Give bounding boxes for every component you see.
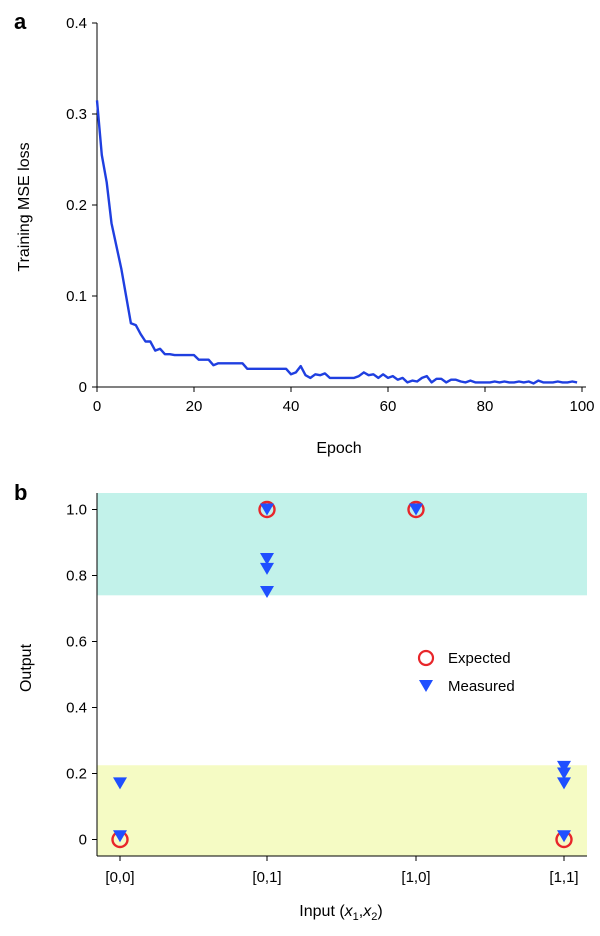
measured-marker: [557, 760, 571, 773]
panel-b-ticks: 0 0.2 0.4 0.6 0.8 1.0 [0,0] [0,1] [1,0] [1,1]: [66, 493, 587, 886]
panel-a-xtick-label: 40: [283, 398, 300, 415]
measured-marker: [260, 562, 274, 575]
panel-b-bands: [97, 493, 587, 856]
panel-b-ytick-label: 0.4: [66, 700, 87, 717]
panel-a-ytick-label: 0.3: [66, 106, 87, 123]
measured-marker: [113, 777, 127, 790]
panel-a-xlabel: Epoch: [316, 440, 361, 457]
panel-b-ytick-label: 0.6: [66, 634, 87, 651]
panel-a-ticks: 0 0.1 0.2 0.3 0.4 0 20 40 60 80 100: [66, 15, 594, 415]
panel-b-legend: Expected Measured: [417, 649, 515, 695]
panel-b-ylabel: Output: [18, 643, 35, 692]
legend-measured-marker: [419, 680, 433, 692]
panel-a-ytick-label: 0: [79, 379, 87, 396]
panel-b-chart: b 0 0.2 0.4 0.6 0.8 1.0 [0,0] [0,1] [1,0] [1,1] E…: [14, 480, 587, 923]
xlabel-part: x: [362, 903, 372, 920]
panel-a-loss-line: [95, 100, 578, 385]
xlabel-part: 2: [371, 911, 377, 923]
measured-marker: [557, 767, 571, 780]
expected-marker: [258, 500, 276, 519]
measured-marker: [260, 553, 274, 565]
panel-b-xtick-label: [1,0]: [401, 869, 430, 886]
panel-a-xtick-label: 60: [380, 398, 397, 415]
panel-a-xtick-label: 20: [186, 398, 203, 415]
expected-marker: [407, 500, 425, 519]
panel-b-band: [97, 765, 587, 856]
panel-b-points: [111, 500, 573, 849]
panel-b-ytick-label: 0.8: [66, 568, 87, 585]
panel-b-xtick-label: [0,0]: [105, 869, 134, 886]
xlabel-part: ): [377, 903, 382, 920]
legend-measured-label: Measured: [448, 678, 515, 695]
xlabel-part: 1: [353, 911, 359, 923]
panel-b-xtick-label: [1,1]: [549, 869, 578, 886]
panel-a-ylabel: Training MSE loss: [16, 142, 33, 271]
legend-expected-label: Expected: [448, 650, 511, 667]
panel-b-xlabel: Input (x1,x2): [299, 903, 382, 923]
panel-b-xtick-label: [0,1]: [252, 869, 281, 886]
panel-b-label: b: [14, 480, 27, 505]
xlabel-part: ,: [359, 903, 363, 920]
panel-b-band: [97, 493, 587, 596]
measured-marker: [113, 830, 127, 843]
measured-marker: [557, 777, 571, 790]
panel-b-ytick-label: 0: [79, 832, 87, 849]
measured-marker: [260, 586, 274, 598]
measured-marker: [260, 503, 274, 516]
panel-a-xtick-label: 100: [569, 398, 594, 415]
panel-a-xtick-label: 80: [477, 398, 494, 415]
panel-a-xtick-label: 0: [93, 398, 101, 415]
measured-marker: [557, 830, 571, 843]
panel-a-ytick-label: 0.4: [66, 15, 87, 32]
measured-marker: [409, 503, 423, 516]
panel-a-ytick-label: 0.2: [66, 197, 87, 214]
panel-a-chart: a 0 0.1 0.2 0.3 0.4 0 20 40 60 80 100 Epoch Traini…: [14, 9, 595, 457]
panel-a-ytick-label: 0.1: [66, 288, 87, 305]
xlabel-part: x: [344, 903, 354, 920]
xlabel-part: Input (: [299, 903, 345, 920]
panel-a-series: [95, 100, 578, 385]
panel-b-ytick-label: 0.2: [66, 766, 87, 783]
panel-b-ytick-label: 1.0: [66, 502, 87, 519]
legend-expected-marker: [417, 649, 435, 667]
panel-a-label: a: [14, 9, 27, 34]
